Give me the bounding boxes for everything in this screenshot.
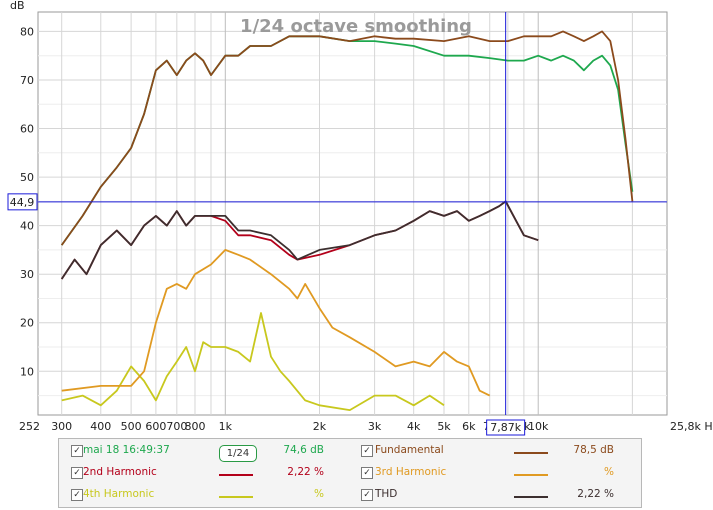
legend-label-fundamental: Fundamental (375, 444, 444, 456)
legend-checkbox-fundamental[interactable]: ✓ (361, 445, 373, 457)
x-tick-label: 300 (51, 420, 72, 433)
cursor-y-readout: 44,9 (10, 196, 35, 209)
x-tick-label: 600 (145, 420, 166, 433)
cursor-y-readout-box (7, 193, 38, 211)
cursor-x-readout: 7,87k (490, 421, 521, 434)
x-tick-label: 5k (437, 420, 451, 433)
y-tick-label: 20 (20, 317, 34, 330)
legend-row: ✓ mai 18 16:49:37 1/24 74,6 dB ✓ Fundamental 7… (59, 443, 641, 463)
series-line-4th-harmonic (61, 312, 445, 412)
y-tick-label: 80 (20, 25, 34, 38)
legend-value-fundamental: 78,5 dB (573, 444, 614, 456)
x-tick-label: 25,8k Hz (670, 420, 713, 433)
legend-label-4th: 4th Harmonic (83, 488, 155, 500)
x-tick-label: 6k (462, 420, 476, 433)
y-tick-label: 40 (20, 220, 34, 233)
legend-value-2nd: 2,22 % (287, 466, 324, 478)
series-line-thd (60, 200, 539, 280)
legend-label-3rd: 3rd Harmonic (375, 466, 447, 478)
legend-row: ✓ 4th Harmonic% ✓ THD 2,22 % (59, 487, 641, 507)
y-tick-label: 50 (20, 171, 34, 184)
legend-label-measurement: mai 18 16:49:37 (83, 444, 170, 456)
y-axis: 10 20 30 40 50 60 70 80 dB (10, 0, 34, 378)
plot-area (37, 11, 668, 416)
x-tick-label: 2k (313, 420, 327, 433)
y-unit-label: dB (10, 0, 25, 12)
y-tick-label: 30 (20, 268, 34, 281)
legend-value-thd: 2,22 % (577, 488, 614, 500)
legend-swatch-fundamental (514, 452, 548, 454)
chart-title: 1/24 octave smoothing (240, 16, 472, 37)
legend-swatch-4th (219, 496, 253, 498)
x-tick-label: 700 (166, 420, 187, 433)
legend-checkbox-thd[interactable]: ✓ (361, 489, 373, 501)
legend-panel: ✓ mai 18 16:49:37 1/24 74,6 dB ✓ Fundamental 7… (58, 438, 642, 508)
smoothing-button[interactable]: 1/24 (219, 445, 257, 462)
legend-swatch-2nd (219, 474, 253, 476)
y-tick-label: 10 (20, 365, 34, 378)
legend-row: ✓ 2nd Harmonic 2,22 % ✓ 3rd Harmonic% (59, 465, 641, 485)
frequency-response-chart[interactable]: 10 20 30 40 50 60 70 80 dB 252 300 400 500 600 700800… (0, 0, 713, 436)
y-tick-label: 60 (20, 123, 34, 136)
legend-checkbox-4th[interactable]: ✓ (71, 489, 83, 501)
x-tick-label: 4k (407, 420, 421, 433)
legend-value-measurement: 74,6 dB (283, 444, 324, 456)
legend-checkbox-3rd[interactable]: ✓ (361, 467, 373, 479)
legend-swatch-thd (514, 496, 548, 498)
series-line-3rd-harmonic (61, 248, 491, 397)
legend-label-2nd: 2nd Harmonic (83, 466, 157, 478)
legend-checkbox-measurement[interactable]: ✓ (71, 445, 83, 457)
legend-checkbox-2nd[interactable]: ✓ (71, 467, 83, 479)
x-tick-label: 400 (90, 420, 111, 433)
x-tick-label: 252 (19, 420, 40, 433)
cursor-x-readout-box (486, 419, 526, 436)
legend-swatch-3rd (514, 474, 548, 476)
legend-value-4th: % (314, 488, 324, 500)
series-group (60, 30, 634, 412)
x-tick-label: 500 (121, 420, 142, 433)
x-tick-label: 3k (368, 420, 382, 433)
series-line-fundamental (60, 30, 634, 246)
legend-value-3rd: % (604, 466, 614, 478)
x-tick-label: 1k (219, 420, 233, 433)
y-tick-label: 70 (20, 74, 34, 87)
cursor[interactable]: 44,9 7,87k (7, 12, 667, 436)
legend-label-thd: THD (375, 488, 398, 500)
x-tick-label: 800 (184, 420, 205, 433)
x-axis: 2523004005006007008001k2k3k4k5k6k7k9k10k… (19, 420, 713, 433)
x-tick-label: 10k (528, 420, 549, 433)
